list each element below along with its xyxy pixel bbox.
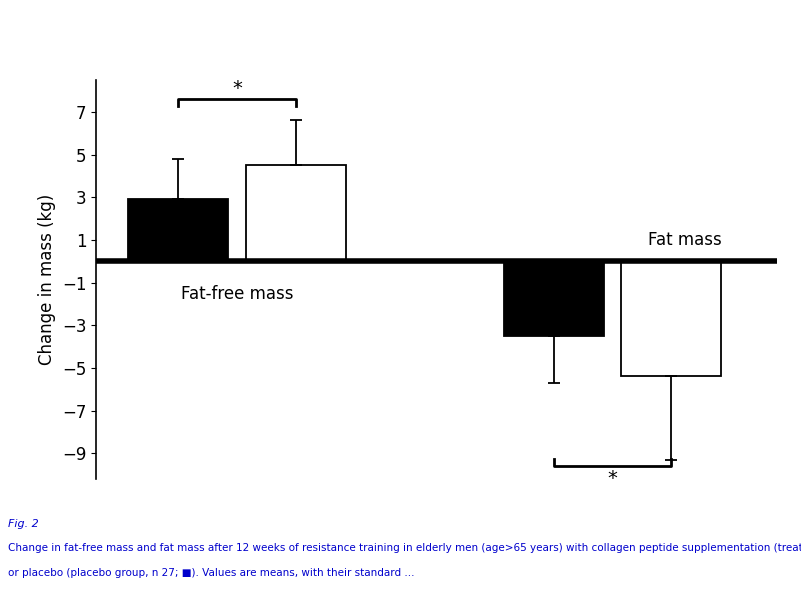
Bar — [622, 261, 721, 376]
Y-axis label: Change in mass (kg): Change in mass (kg) — [38, 194, 56, 365]
Text: *: * — [232, 79, 242, 98]
Bar — [128, 200, 228, 261]
Text: Fig. 2: Fig. 2 — [8, 519, 38, 529]
Text: Change in fat-free mass and fat mass after 12 weeks of resistance training in el: Change in fat-free mass and fat mass aft… — [8, 543, 801, 553]
Text: Fat-free mass: Fat-free mass — [181, 285, 293, 303]
Bar — [246, 165, 345, 261]
Text: Fat mass: Fat mass — [648, 231, 722, 249]
Text: or placebo (placebo group, n 27; ■). Values are means, with their standard ...: or placebo (placebo group, n 27; ■). Val… — [8, 568, 414, 578]
Bar — [504, 261, 604, 336]
Text: *: * — [608, 469, 618, 488]
